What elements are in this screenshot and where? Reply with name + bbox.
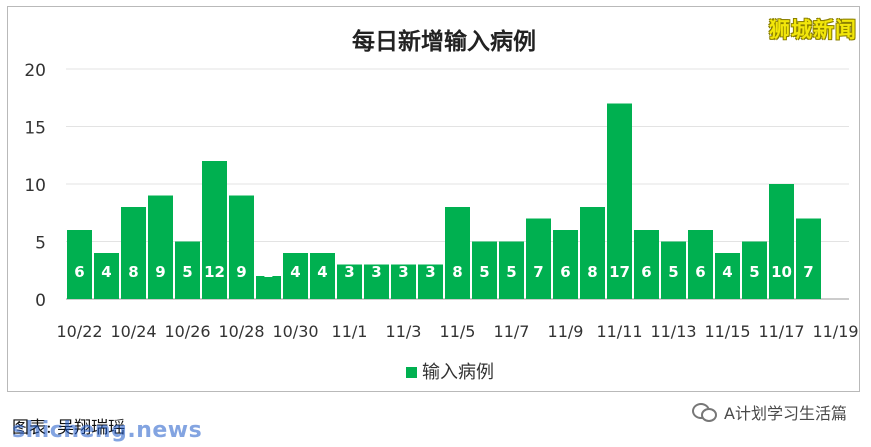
legend-label: 输入病例 — [422, 362, 494, 383]
y-tick-label: 5 — [35, 234, 46, 254]
bar — [526, 218, 551, 299]
x-tick-label: 10/24 — [110, 322, 156, 341]
bar — [364, 264, 389, 299]
bar — [661, 241, 686, 299]
bar-value-label: 5 — [749, 263, 759, 281]
bar-value-label: 9 — [155, 263, 165, 281]
x-tick-label: 11/13 — [650, 322, 696, 341]
bar-value-label: 4 — [722, 263, 732, 281]
bar-value-label: 8 — [587, 263, 597, 281]
bar — [283, 253, 308, 299]
bar — [553, 230, 578, 299]
bar-value-label: 6 — [641, 263, 651, 281]
brand-watermark: 狮城新闻 — [769, 18, 857, 42]
bar — [715, 253, 740, 299]
x-tick-label: 10/28 — [218, 322, 264, 341]
wechat-icon — [692, 401, 718, 423]
bar-value-label: 4 — [101, 263, 111, 281]
y-axis-ticks: 0 5 10 15 20 — [24, 61, 46, 311]
bar-value-label: 6 — [74, 263, 84, 281]
bar-value-label: 5 — [506, 263, 516, 281]
x-axis-ticks: 10/22 10/24 10/26 10/28 10/30 11/1 11/3 11/5 11/… — [56, 322, 858, 341]
bar — [256, 276, 281, 299]
bar-value-label: 3 — [398, 263, 408, 281]
bar — [67, 230, 92, 299]
bar — [175, 241, 200, 299]
bar-value-label: 5 — [479, 263, 489, 281]
y-tick-label: 0 — [35, 291, 46, 311]
y-tick-label: 15 — [24, 119, 46, 139]
x-tick-label: 10/26 — [164, 322, 210, 341]
bar — [418, 264, 443, 299]
x-tick-label: 11/1 — [332, 322, 368, 341]
bar-value-label: 9 — [236, 263, 246, 281]
chart-credit: 图表: 吴翔瑞瑶 — [12, 418, 126, 438]
y-tick-label: 20 — [24, 61, 46, 81]
chart-title: 每日新增输入病例 — [352, 28, 536, 55]
legend-swatch — [406, 367, 417, 378]
y-tick-label: 10 — [24, 176, 46, 196]
bar — [229, 195, 254, 299]
x-tick-label: 11/3 — [386, 322, 422, 341]
bar — [688, 230, 713, 299]
x-tick-label: 11/17 — [758, 322, 804, 341]
x-tick-label: 11/7 — [494, 322, 530, 341]
site-watermark: shicheng.news — [12, 418, 203, 443]
bar — [121, 207, 146, 299]
bar — [337, 264, 362, 299]
bar-value-label: 8 — [128, 263, 138, 281]
bar — [796, 218, 821, 299]
wechat-account-name: A计划学习生活篇 — [724, 404, 847, 423]
legend: 输入病例 — [406, 362, 494, 383]
bar-value-label: 7 — [533, 263, 543, 281]
x-tick-label: 11/5 — [440, 322, 476, 341]
bar-value-label: 5 — [668, 263, 678, 281]
bar — [202, 161, 227, 299]
bar-value-label: 10 — [771, 263, 792, 281]
bar — [472, 241, 497, 299]
bar-value-label: 5 — [182, 263, 192, 281]
bars — [67, 103, 821, 299]
wechat-account: A计划学习生活篇 — [692, 400, 847, 424]
bar — [607, 103, 632, 299]
bar-value-label: 4 — [317, 263, 327, 281]
bar-value-label: 8 — [452, 263, 462, 281]
bar — [391, 264, 416, 299]
bar — [634, 230, 659, 299]
bar-value-label: 2 — [263, 263, 273, 281]
bar-value-label: 3 — [344, 263, 354, 281]
bar-value-label: 6 — [695, 263, 705, 281]
bar-value-label: 7 — [803, 263, 813, 281]
bar — [94, 253, 119, 299]
bar — [580, 207, 605, 299]
bar-value-label: 4 — [290, 263, 300, 281]
bar-value-label: 6 — [560, 263, 570, 281]
x-tick-label: 11/15 — [704, 322, 750, 341]
bar — [310, 253, 335, 299]
x-tick-label: 10/30 — [272, 322, 318, 341]
bar-value-label: 12 — [204, 263, 225, 281]
x-tick-label: 11/9 — [548, 322, 584, 341]
bar-value-label: 17 — [609, 263, 630, 281]
bar — [148, 195, 173, 299]
bar-value-label: 3 — [371, 263, 381, 281]
x-tick-label: 10/22 — [56, 322, 102, 341]
x-tick-label: 11/11 — [596, 322, 642, 341]
bar — [769, 184, 794, 299]
bar — [445, 207, 470, 299]
x-tick-label: 11/19 — [812, 322, 858, 341]
bar — [742, 241, 767, 299]
data-labels: 6 4 8 9 5 12 9 2 4 4 3 3 3 3 8 5 5 7 6 8 17 6 5 6 4 5 10 7 — [74, 263, 813, 281]
bar-value-label: 3 — [425, 263, 435, 281]
chart-frame: 每日新增输入病例 0 5 10 15 20 6 4 8 9 5 12 9 2 4 4 3 3 3 3 8 5 5 7 6 8 1… — [7, 6, 860, 392]
bar — [499, 241, 524, 299]
